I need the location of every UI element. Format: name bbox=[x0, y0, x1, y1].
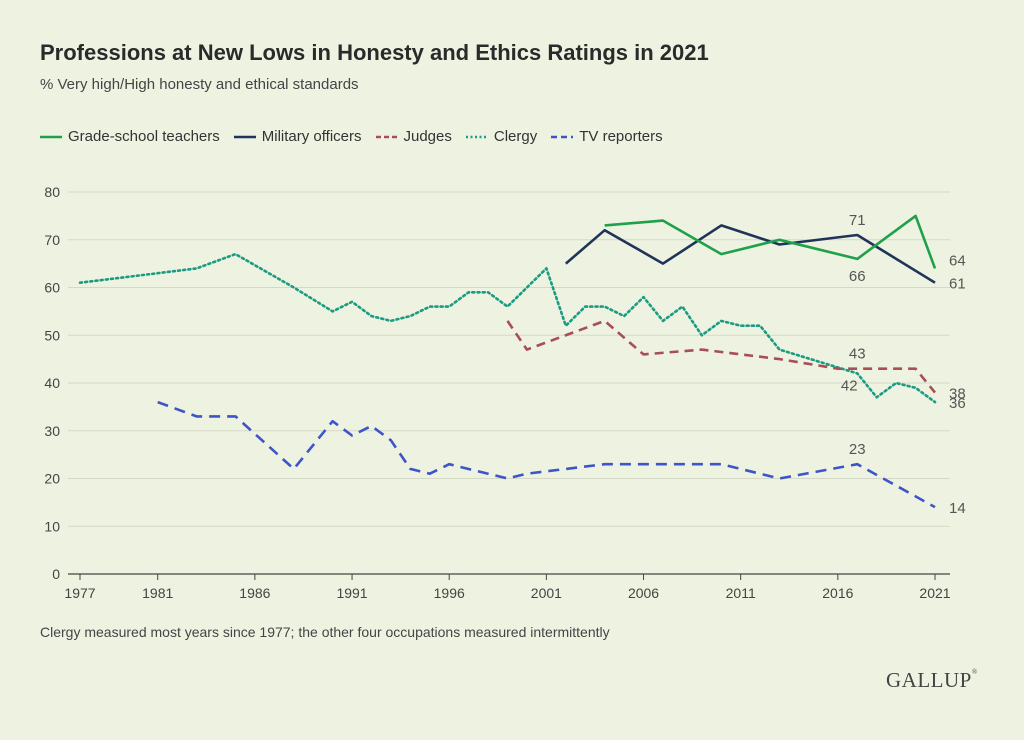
x-tick-label: 1981 bbox=[142, 585, 173, 601]
logo-registered-mark: ® bbox=[971, 668, 978, 676]
gallup-logo: GALLUP® bbox=[886, 668, 978, 693]
legend-swatch-dotted-icon bbox=[465, 135, 488, 138]
data-label: 14 bbox=[949, 500, 966, 517]
legend-label: Military officers bbox=[261, 128, 362, 145]
y-tick-label: 10 bbox=[44, 518, 60, 534]
legend-item-military-officers: Military officers bbox=[233, 128, 362, 145]
data-label: 61 bbox=[949, 276, 966, 293]
y-tick-label: 20 bbox=[44, 471, 60, 487]
chart-title: Professions at New Lows in Honesty and E… bbox=[40, 40, 709, 65]
x-tick-label: 1996 bbox=[434, 585, 465, 601]
y-tick-label: 50 bbox=[44, 327, 60, 343]
y-tick-label: 30 bbox=[44, 423, 60, 439]
legend-swatch-dashed-icon bbox=[551, 135, 574, 138]
x-tick-label: 1991 bbox=[336, 585, 367, 601]
x-tick-label: 2021 bbox=[919, 585, 950, 601]
y-tick-label: 40 bbox=[44, 375, 60, 391]
data-label: 66 bbox=[849, 268, 866, 285]
legend-swatch-solid-icon bbox=[40, 135, 62, 138]
data-label: 23 bbox=[849, 441, 866, 458]
x-tick-label: 2011 bbox=[726, 585, 756, 601]
x-tick-label: 2001 bbox=[531, 585, 562, 601]
series-line-tv-reporters bbox=[157, 400, 936, 509]
x-tick-label: 2016 bbox=[822, 585, 853, 601]
x-tick-label: 1986 bbox=[239, 585, 270, 601]
series-line-military-officers bbox=[564, 224, 936, 284]
legend-label: Clergy bbox=[493, 128, 538, 145]
x-tick-label: 1977 bbox=[64, 585, 95, 601]
y-tick-label: 60 bbox=[44, 280, 60, 296]
legend-swatch-dashed-icon bbox=[375, 135, 398, 138]
chart-subtitle: % Very high/High honesty and ethical sta… bbox=[40, 76, 359, 93]
chart-footnote: Clergy measured most years since 1977; t… bbox=[40, 624, 610, 640]
series-line-grade-school-teachers bbox=[604, 214, 937, 269]
legend-item-tv-reporters: TV reporters bbox=[551, 128, 663, 145]
data-label: 38 bbox=[949, 386, 966, 403]
y-tick-label: 70 bbox=[44, 232, 60, 248]
data-label: 43 bbox=[849, 346, 866, 363]
legend-item-judges: Judges bbox=[375, 128, 452, 145]
y-tick-label: 80 bbox=[44, 184, 60, 200]
legend-label: Judges bbox=[403, 128, 452, 145]
data-label: 71 bbox=[849, 212, 866, 229]
series-line-judges bbox=[506, 319, 937, 394]
legend-item-clergy: Clergy bbox=[465, 128, 538, 145]
legend-label: TV reporters bbox=[579, 128, 663, 145]
chart-legend: Grade-school teachers Military officers … bbox=[40, 128, 677, 145]
x-tick-label: 2006 bbox=[628, 585, 659, 601]
legend-swatch-solid-icon bbox=[233, 135, 256, 138]
legend-item-grade-school-teachers: Grade-school teachers bbox=[40, 128, 220, 145]
data-label: 36 bbox=[949, 395, 966, 412]
data-label: 42 bbox=[841, 377, 858, 394]
data-label: 64 bbox=[949, 252, 966, 269]
logo-text: GALLUP bbox=[886, 668, 972, 692]
legend-label: Grade-school teachers bbox=[68, 128, 220, 145]
y-tick-label: 0 bbox=[52, 566, 60, 582]
series-line-clergy bbox=[78, 252, 937, 404]
